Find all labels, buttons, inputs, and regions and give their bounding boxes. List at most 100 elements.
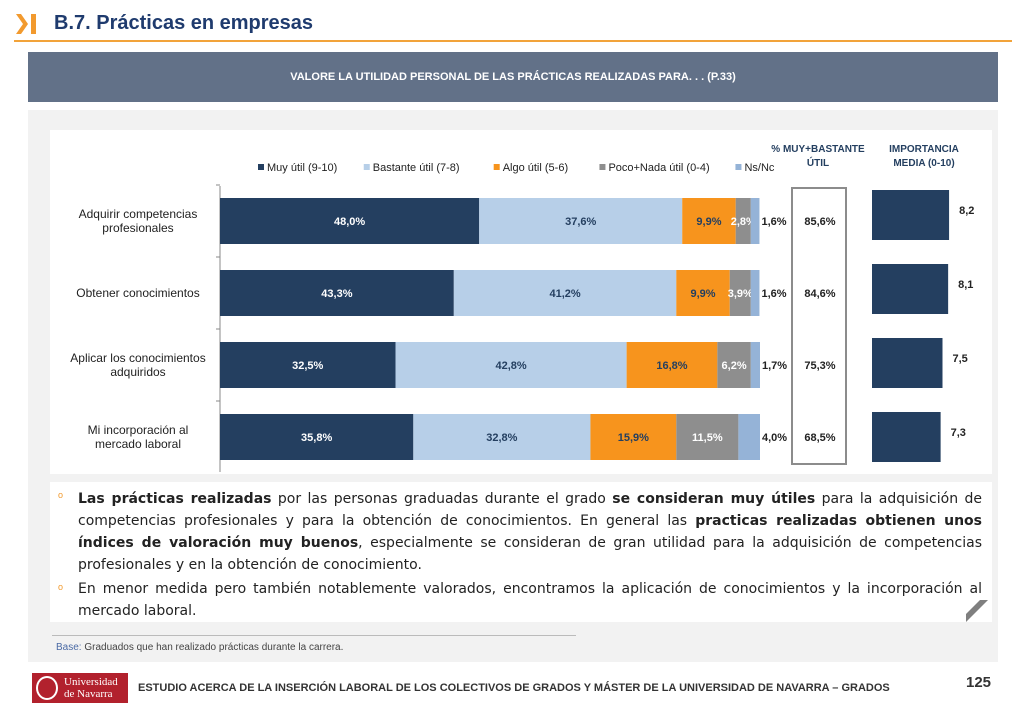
data-label: 3,9%	[728, 288, 753, 300]
logo-line-1: Universidad	[64, 676, 118, 688]
bullet-mark-1: o	[58, 490, 64, 500]
data-label: 37,6%	[565, 216, 596, 228]
question-banner: VALORE LA UTILIDAD PERSONAL DE LAS PRÁCT…	[28, 52, 998, 102]
muy-bastante-header: % MUY+BASTANTE	[771, 144, 865, 155]
importance-header: IMPORTANCIA	[889, 144, 959, 155]
legend-swatch	[599, 164, 606, 170]
muy-bastante-value: 75,3%	[804, 360, 835, 372]
legend-swatch	[258, 164, 264, 170]
page-title: B.7. Prácticas en empresas	[54, 12, 314, 34]
data-label: 15,9%	[618, 432, 649, 444]
data-label: 35,8%	[301, 432, 332, 444]
legend-label: Algo útil (5-6)	[503, 162, 568, 174]
bar-segment	[750, 270, 760, 316]
bullet-mark-2: o	[58, 582, 64, 592]
base-label: Base:	[56, 642, 82, 653]
bar-segment	[220, 270, 454, 316]
muy-bastante-header: ÚTIL	[807, 156, 829, 169]
legend-swatch	[735, 164, 742, 170]
summary-bold-3: practicas realizadas obtienen unos índic…	[78, 513, 982, 551]
bar-segment	[413, 414, 591, 460]
base-text: Graduados que han realizado prácticas du…	[81, 642, 344, 653]
muy-bastante-value: 68,5%	[804, 432, 835, 444]
data-label: 11,5%	[692, 432, 723, 444]
bar-segment	[479, 198, 683, 244]
muy-bastante-value: 84,6%	[804, 288, 835, 300]
summary-box: o Las prácticas realizadas por las perso…	[50, 482, 992, 622]
data-label: 9,9%	[690, 288, 715, 300]
summary-bold-2: se consideran muy útiles	[612, 491, 816, 507]
muy-bastante-value: 85,6%	[804, 216, 835, 228]
data-label: 43,3%	[321, 288, 352, 300]
data-label: 32,5%	[292, 360, 323, 372]
university-logo: Universidad de Navarra	[32, 673, 128, 703]
data-label: 48,0%	[334, 216, 365, 228]
bar-segment	[453, 270, 677, 316]
data-label: 42,8%	[495, 360, 526, 372]
summary-text-1: por las personas graduadas durante el gr…	[271, 491, 613, 507]
legend-label: Ns/Nc	[744, 162, 774, 174]
bar-segment	[626, 342, 718, 388]
category-label: Adquirir competencias	[79, 207, 198, 221]
base-divider	[52, 635, 576, 636]
summary-bold-1: Las prácticas realizadas	[78, 491, 272, 507]
data-label: 1,6%	[761, 216, 786, 228]
summary-text-2: para la adquisición de competencias prof…	[78, 491, 982, 529]
bar-segment	[220, 414, 414, 460]
stacked-bar-chart: Muy útil (9-10) Bastante útil (7-8) Algo ú…	[70, 144, 974, 472]
bar-segment	[682, 198, 736, 244]
bar-segment	[676, 414, 739, 460]
category-label: profesionales	[102, 221, 173, 235]
importance-bar	[872, 190, 950, 240]
category-label: mercado laboral	[95, 437, 181, 451]
summary-bullet-1: Las prácticas realizadas por las persona…	[78, 488, 982, 576]
footer-text: ESTUDIO ACERCA DE LA INSERCIÓN LABORAL D…	[138, 682, 890, 694]
legend-label: Muy útil (9-10)	[267, 162, 337, 174]
legend-swatch	[363, 164, 370, 170]
bar-segment	[676, 270, 730, 316]
legend-label: Bastante útil (7-8)	[373, 162, 460, 174]
bar-segment	[395, 342, 627, 388]
page-fold-icon	[966, 600, 988, 622]
data-label: 1,7%	[762, 360, 787, 372]
importance-label: 8,1	[958, 279, 973, 291]
base-note: Base: Graduados que han realizado prácti…	[56, 642, 343, 653]
importance-header: MEDIA (0-10)	[893, 158, 954, 169]
page-number: 125	[966, 674, 992, 691]
bar-segment	[220, 198, 480, 244]
data-label: 6,2%	[722, 360, 747, 372]
data-label: 2,8%	[731, 216, 756, 228]
data-label: 4,0%	[762, 432, 787, 444]
seal-icon	[36, 676, 58, 700]
summary-bullet-2: En menor medida pero también notablement…	[78, 581, 982, 619]
bar-segment	[717, 342, 751, 388]
importance-bar	[872, 338, 943, 388]
importance-label: 7,3	[951, 427, 966, 439]
summary-text-3: , especialmente se consideran de gran ut…	[78, 535, 983, 573]
data-label: 32,8%	[486, 432, 517, 444]
legend-label: Poco+Nada útil (0-4)	[608, 162, 709, 174]
chevron-bar-icon	[16, 14, 36, 34]
bar-segment	[750, 198, 760, 244]
bar-segment	[220, 342, 396, 388]
category-label: Aplicar los conocimientos	[70, 351, 205, 365]
importance-bar	[872, 412, 941, 462]
data-label: 41,2%	[549, 288, 580, 300]
importance-label: 8,2	[959, 205, 974, 217]
bar-segment	[738, 414, 760, 460]
importance-label: 7,5	[953, 353, 968, 365]
bar-segment	[735, 198, 751, 244]
legend-swatch	[493, 164, 500, 170]
muy-bastante-frame	[791, 187, 847, 465]
logo-line-2: de Navarra	[64, 688, 113, 700]
data-label: 1,6%	[761, 288, 786, 300]
category-label: Mi incorporación al	[88, 423, 189, 437]
bar-segment	[750, 342, 760, 388]
bar-segment	[590, 414, 677, 460]
bar-segment	[729, 270, 751, 316]
category-label: adquiridos	[110, 365, 165, 379]
data-label: 9,9%	[696, 216, 721, 228]
title-bar: B.7. Prácticas en empresas	[14, 8, 1012, 42]
importance-bar	[872, 264, 949, 314]
category-label: Obtener conocimientos	[76, 286, 199, 300]
